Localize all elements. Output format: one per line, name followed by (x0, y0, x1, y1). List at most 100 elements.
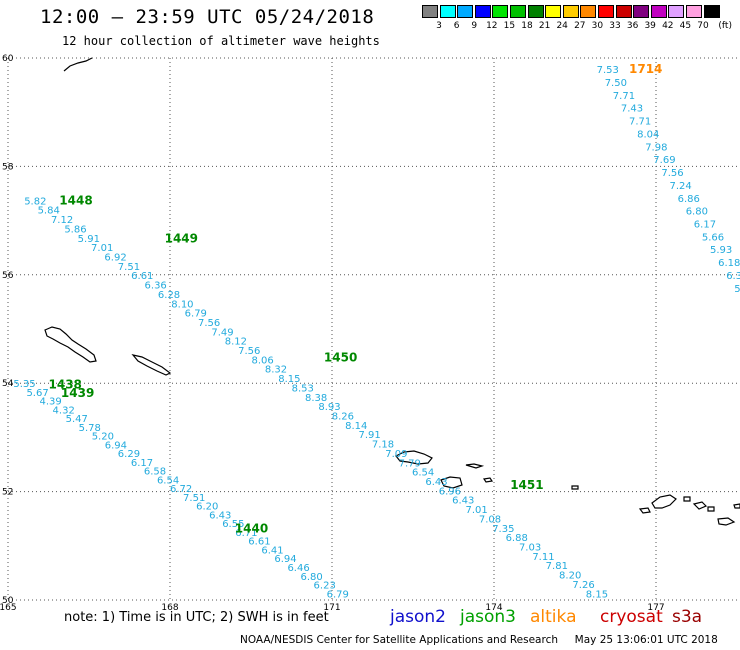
legend-swatch (650, 5, 667, 18)
island-medny (131, 354, 172, 376)
wave-height-value: 7.12 (51, 215, 73, 226)
wave-height-value: 6.58 (144, 467, 166, 478)
legend-swatch (545, 5, 562, 18)
wave-height-value: 6.80 (301, 572, 323, 583)
wave-height-value: 7.43 (621, 104, 643, 115)
legend-label: 70 (697, 21, 709, 31)
wave-height-value: 7.26 (572, 580, 594, 591)
wave-height-value: 6.86 (678, 194, 700, 205)
wave-height-value: 6.61 (248, 537, 270, 548)
land-outlines (44, 57, 740, 526)
wave-height-value: 7.01 (91, 243, 113, 254)
longitude-label: 171 (323, 603, 340, 613)
legend-label: 3 (436, 21, 442, 31)
wave-height-value: 4.32 (53, 405, 75, 416)
credits-line: NOAA/NESDIS Center for Satellite Applica… (240, 634, 718, 646)
wave-height-value: 6.55 (222, 519, 244, 530)
legend-label: 45 (679, 21, 692, 31)
map-title: 12:00 – 23:59 UTC 05/24/2018 (40, 6, 375, 28)
wave-height-value: 6.36 (145, 281, 167, 292)
wave-height-value: 6.17 (694, 219, 716, 230)
longitude-label: 168 (161, 603, 178, 613)
legend-label: 18 (521, 21, 533, 31)
wave-height-value: 6.71 (235, 528, 257, 539)
wave-height-value: 5.47 (66, 414, 88, 425)
wave-height-value: 5.91 (78, 234, 100, 245)
island-kiska (651, 494, 677, 509)
pass-time-label: 1448 (59, 193, 92, 207)
island-small-3 (571, 485, 579, 490)
wave-height-value: 8.12 (225, 337, 247, 348)
legend-swatch (510, 5, 526, 18)
latitude-label: 56 (2, 271, 14, 281)
wave-height-value: 6.18 (718, 258, 740, 269)
wave-height-value: 6.61 (131, 271, 153, 282)
longitude-label: 177 (647, 603, 664, 613)
wave-height-value: 5.82 (24, 196, 46, 207)
wave-height-value: 8.38 (305, 393, 327, 404)
island-small-8 (717, 517, 736, 526)
axis-tick-labels: 165 168 171 174 177 50 52 54 56 58 60 (0, 54, 665, 613)
wave-height-value: 7.71 (613, 91, 635, 102)
wave-height-value: 7.56 (198, 318, 220, 329)
wave-height-value: 8.20 (559, 571, 581, 582)
legend-swatch (562, 5, 579, 18)
wave-height-value: 8.15 (586, 589, 608, 600)
legend-swatch (668, 5, 685, 18)
wave-height-value: 6.88 (506, 533, 528, 544)
legend-swatch (457, 5, 474, 18)
wave-height-value: 5.78 (79, 423, 101, 434)
mission-altika: altika (530, 607, 577, 627)
wave-height-value: 6.72 (170, 484, 192, 495)
wave-height-value: 7.01 (465, 505, 487, 516)
wave-height-value: 6.46 (287, 563, 309, 574)
wave-height-value: 5.84 (38, 206, 60, 217)
wave-height-value: 7.91 (358, 430, 380, 441)
mission-jason2: jason2 (390, 607, 446, 627)
wave-height-value: 7.08 (479, 514, 501, 525)
island-small-1 (465, 463, 485, 469)
island-small-7 (707, 506, 715, 512)
latitude-label: 60 (2, 54, 14, 64)
legend-label: 36 (626, 21, 639, 31)
island-small-2 (482, 477, 494, 483)
legend-swatch (580, 5, 597, 18)
pass-time-label: 1451 (510, 478, 543, 492)
legend-label: 33 (609, 21, 621, 31)
wave-height-value: 8.93 (318, 402, 340, 413)
wave-height-value: 8.10 (171, 299, 193, 310)
map-subtitle: 12 hour collection of altimeter wave hei… (62, 34, 380, 48)
island-attu (395, 450, 433, 465)
island-small-6 (692, 501, 708, 510)
pass-time-label: 1450 (324, 351, 357, 365)
mission-s3a: s3a (672, 607, 703, 627)
wave-height-value: 7.69 (653, 155, 675, 166)
coastline-top (63, 57, 93, 72)
pass-time-label: 1438 (49, 378, 82, 392)
legend-swatch (474, 5, 491, 18)
wave-height-value: 7.53 (597, 65, 619, 76)
wave-height-value: 6.79 (185, 309, 207, 320)
island-small-9 (733, 503, 740, 509)
wave-height-value: 6.41 (261, 545, 283, 556)
legend-unit: (ft) (718, 21, 732, 31)
wave-height-value: 7.79 (399, 458, 421, 469)
island-small-5 (683, 496, 691, 502)
legend-label: 42 (662, 21, 674, 31)
wave-height-value: 7.56 (238, 346, 260, 357)
wave-height-value: 8.06 (252, 355, 274, 366)
mission-jason3: jason3 (460, 607, 516, 627)
wave-height-value: 5.67 (26, 388, 48, 399)
wave-height-value: 6.54 (157, 475, 179, 486)
wave-height-value: 8.15 (278, 374, 300, 385)
pass-time-label: 1449 (165, 231, 198, 245)
altimeter-tracks: 5.825.847.125.865.917.016.927.516.616.36… (13, 62, 740, 600)
wave-height-value: 6.20 (196, 502, 218, 513)
legend-swatch (686, 5, 702, 18)
wave-height-value: 8.26 (332, 412, 354, 423)
latitude-label: 50 (2, 596, 14, 606)
wave-height-value: 7.98 (645, 142, 667, 153)
latitude-label: 58 (2, 162, 14, 172)
wave-height-value: 7.50 (605, 78, 627, 89)
